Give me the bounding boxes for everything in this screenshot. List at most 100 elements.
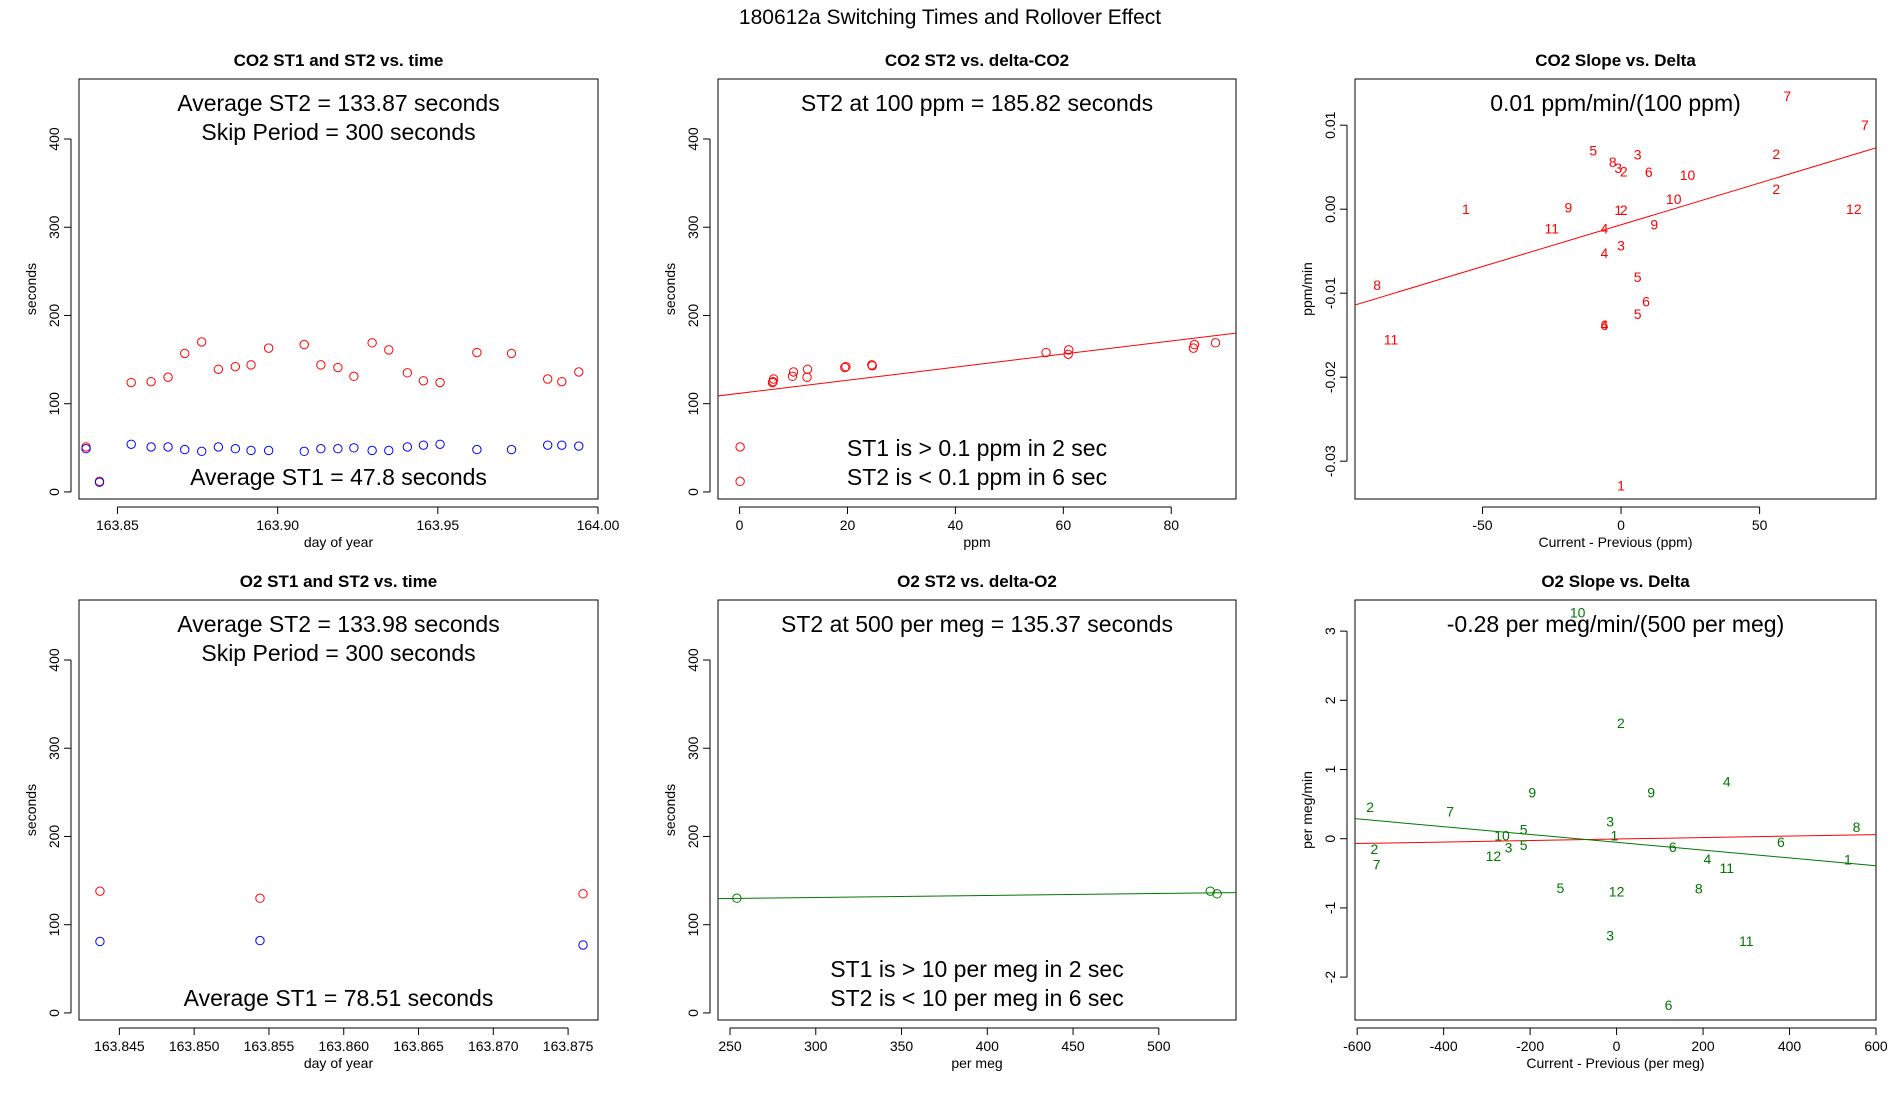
x-tick-label: -200 [1516, 1038, 1544, 1054]
point-label: 3 [1634, 147, 1642, 163]
x-axis: 163.845 163.850 163.855 163.860 163.865 163.8… [94, 1027, 594, 1071]
data-point [367, 445, 377, 456]
data-point [1210, 338, 1221, 348]
series-st2 [732, 886, 1222, 903]
data-point [349, 371, 359, 382]
data-point [255, 893, 265, 903]
y-tick-label: 100 [685, 392, 701, 416]
annotation-bottom: ST2 is < 10 per meg in 6 sec [830, 985, 1123, 1011]
y-axis: 0 100 200 300 400 seconds [662, 648, 711, 1017]
data-point [180, 348, 190, 359]
x-tick-label: 0 [736, 517, 744, 533]
point-label: 5 [1520, 822, 1528, 838]
data-point [574, 441, 584, 451]
data-point [255, 935, 265, 946]
x-tick-label: 450 [1061, 1038, 1085, 1054]
point-label: 10 [1570, 604, 1586, 620]
y-tick-label: 0 [46, 1009, 62, 1017]
data-point [316, 360, 326, 370]
point-label: 1 [1462, 201, 1470, 217]
annotation-top: Skip Period = 300 seconds [201, 640, 475, 666]
data-point [841, 361, 851, 372]
fit-line-red [1355, 147, 1876, 306]
point-label: 6 [1645, 164, 1653, 180]
y-tick-label: -1 [1322, 901, 1338, 914]
y-tick-label: 100 [685, 913, 701, 937]
point-label: 12 [1486, 848, 1502, 864]
data-point [574, 367, 584, 377]
fit-line-green [718, 892, 1236, 900]
x-tick-label: 163.870 [468, 1038, 519, 1054]
data-point [299, 339, 309, 350]
point-label: 2 [1620, 163, 1628, 179]
y-tick-label: 200 [685, 304, 701, 328]
x-axis: 250 300 350 400 450 500 per meg [718, 1027, 1171, 1071]
point-label: 1 [1844, 851, 1852, 867]
y-tick-label: -2 [1322, 971, 1338, 984]
point-label: 8 [1373, 277, 1381, 293]
x-tick-label: 250 [718, 1038, 742, 1054]
annotation-top: -0.28 per meg/min/(500 per meg) [1447, 611, 1785, 637]
point-label: 8 [1609, 154, 1617, 170]
x-tick-label: -400 [1430, 1038, 1458, 1054]
y-tick-label: 300 [46, 736, 62, 760]
point-label: 5 [1520, 837, 1528, 853]
data-point [384, 345, 394, 355]
data-point [435, 377, 445, 388]
x-tick-label: 163.875 [543, 1038, 594, 1054]
data-point [472, 347, 482, 358]
x-tick-label: 163.845 [94, 1038, 145, 1054]
data-point [732, 893, 742, 903]
point-label: 5 [1589, 142, 1597, 158]
point-label: 9 [1647, 784, 1655, 800]
y-tick-label: 400 [685, 648, 701, 672]
annotation-top: Average ST2 = 133.98 seconds [177, 611, 499, 637]
point-label: 2 [1617, 715, 1625, 731]
annotation-top: ST2 at 100 ppm = 185.82 seconds [801, 90, 1153, 116]
y-tick-label: 100 [46, 913, 62, 937]
data-point [1063, 349, 1073, 359]
x-axis: 0 20 40 60 80 ppm [736, 506, 1179, 550]
x-tick-label: 0 [1617, 517, 1625, 533]
y-axis: 0 100 200 300 400 seconds [23, 648, 72, 1017]
x-tick-label: 300 [804, 1038, 828, 1054]
point-label: 5 [1634, 306, 1642, 322]
data-point [263, 343, 274, 353]
point-label: 11 [1720, 860, 1735, 876]
plot-frame [717, 599, 1237, 1021]
x-axis-label: Current - Previous (per meg) [1526, 1055, 1704, 1071]
data-point [1064, 345, 1074, 355]
point-label: 2 [1371, 841, 1379, 857]
data-point [146, 442, 156, 452]
y-tick-label: 300 [685, 736, 701, 760]
data-point [246, 445, 256, 456]
x-tick-label: 600 [1864, 1038, 1888, 1054]
data-point [213, 364, 224, 374]
figure-title: 180612a Switching Times and Rollover Eff… [739, 6, 1161, 29]
fit-line-red [1355, 834, 1876, 845]
panel-title: CO2 ST1 and ST2 vs. time [234, 51, 444, 70]
y-tick-label: 100 [46, 392, 62, 416]
y-tick-label: 400 [46, 127, 62, 151]
data-point [1212, 889, 1222, 899]
data-point [1041, 347, 1051, 358]
point-label: 4 [1723, 773, 1731, 789]
panel-p2: CO2 ST2 vs. delta-CO2 0 20 40 60 80 ppm 0 100 200… [662, 51, 1237, 550]
y-axis-label: seconds [662, 784, 678, 836]
point-label: 6 [1777, 834, 1785, 850]
y-tick-label: 0.01 [1322, 111, 1338, 138]
y-tick-label: 300 [685, 215, 701, 239]
data-point [180, 444, 190, 455]
y-tick-label: -0.03 [1322, 445, 1338, 477]
y-axis: -0.03 -0.02 -0.01 0.00 0.01 ppm/min [1299, 111, 1348, 477]
point-label: 1 [1617, 478, 1625, 494]
x-tick-label: 163.95 [416, 517, 459, 533]
data-point [506, 444, 517, 455]
panel-p5: O2 ST2 vs. delta-O2 250 300 350 400 450 500 per… [662, 572, 1237, 1071]
data-point [788, 367, 799, 377]
y-axis: 0 100 200 300 400 seconds [662, 127, 711, 496]
data-point [472, 444, 482, 455]
data-point [246, 360, 256, 370]
data-point [1189, 339, 1200, 350]
